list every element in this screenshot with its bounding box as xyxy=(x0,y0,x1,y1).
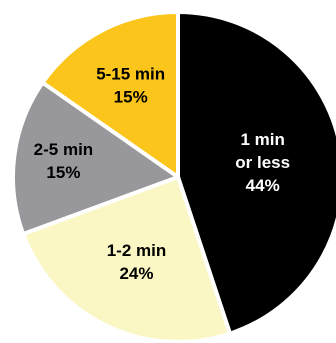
pie-slices xyxy=(11,10,336,343)
slice-value-label: 15% xyxy=(46,163,80,182)
pie-slice xyxy=(40,10,180,179)
pie-slice xyxy=(21,175,232,343)
slice-label: 2-5 min 15% xyxy=(34,140,94,182)
slice-name-label: or less xyxy=(235,153,290,172)
slice-name-label: 2-5 min xyxy=(34,140,94,159)
slice-value-label: 15% xyxy=(114,87,148,106)
pie-slice xyxy=(11,80,180,236)
slice-name-label: 1-2 min xyxy=(107,241,167,260)
slice-label: 5-15 min 15% xyxy=(96,64,165,106)
slice-name-label: 1 min xyxy=(240,130,284,149)
slice-label: 1-2 min 24% xyxy=(107,241,167,283)
slice-label: 1 min or less 44% xyxy=(235,130,290,195)
slice-name-label: 5-15 min xyxy=(96,64,165,83)
slice-value-label: 44% xyxy=(246,176,280,195)
slice-value-label: 24% xyxy=(119,264,153,283)
pie-slice xyxy=(176,10,336,336)
